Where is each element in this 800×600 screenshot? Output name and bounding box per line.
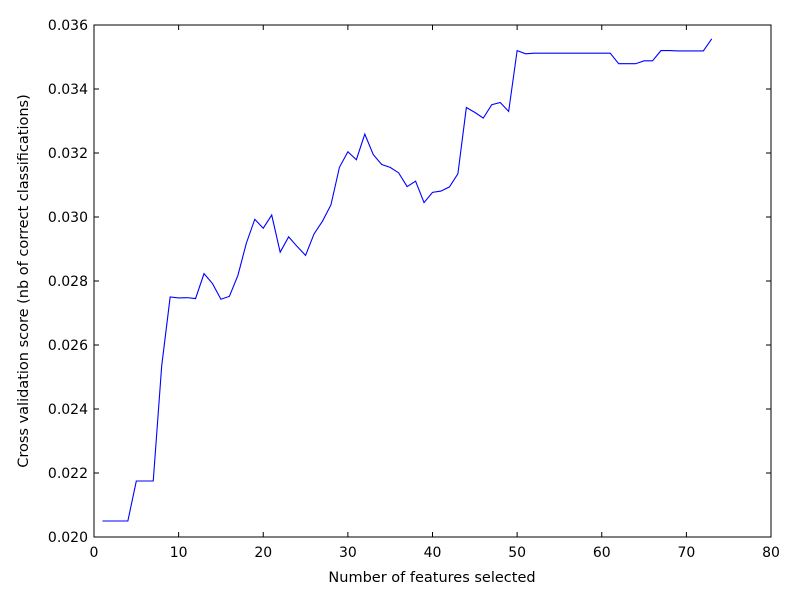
series-line-cv_score [102,38,713,522]
x-tick-label: 30 [339,545,357,561]
y-tick-label: 0.036 [48,18,88,34]
x-tick-label: 70 [677,545,695,561]
y-tick-label: 0.020 [48,530,88,546]
x-tick-label: 10 [170,545,188,561]
x-tick-label: 60 [593,545,611,561]
x-tick-label: 0 [90,545,99,561]
x-tick-label: 80 [762,545,780,561]
x-axis-label: Number of features selected [328,570,535,586]
y-tick-label: 0.028 [48,274,88,290]
y-tick-label: 0.022 [48,466,88,482]
y-axis-label: Cross validation score (nb of correct cl… [16,94,32,468]
y-tick-label: 0.024 [48,402,88,418]
y-tick-label: 0.034 [48,82,88,98]
x-tick-label: 20 [254,545,272,561]
y-tick-label: 0.032 [48,146,88,162]
x-tick-label: 40 [424,545,442,561]
plot-area: 0 10 20 30 40 50 60 70 80 0.020 0.022 0.024 0.026 0.0… [48,18,780,561]
x-tick-label: 50 [508,545,526,561]
y-tick-label: 0.030 [48,210,88,226]
y-tick-label: 0.026 [48,338,88,354]
